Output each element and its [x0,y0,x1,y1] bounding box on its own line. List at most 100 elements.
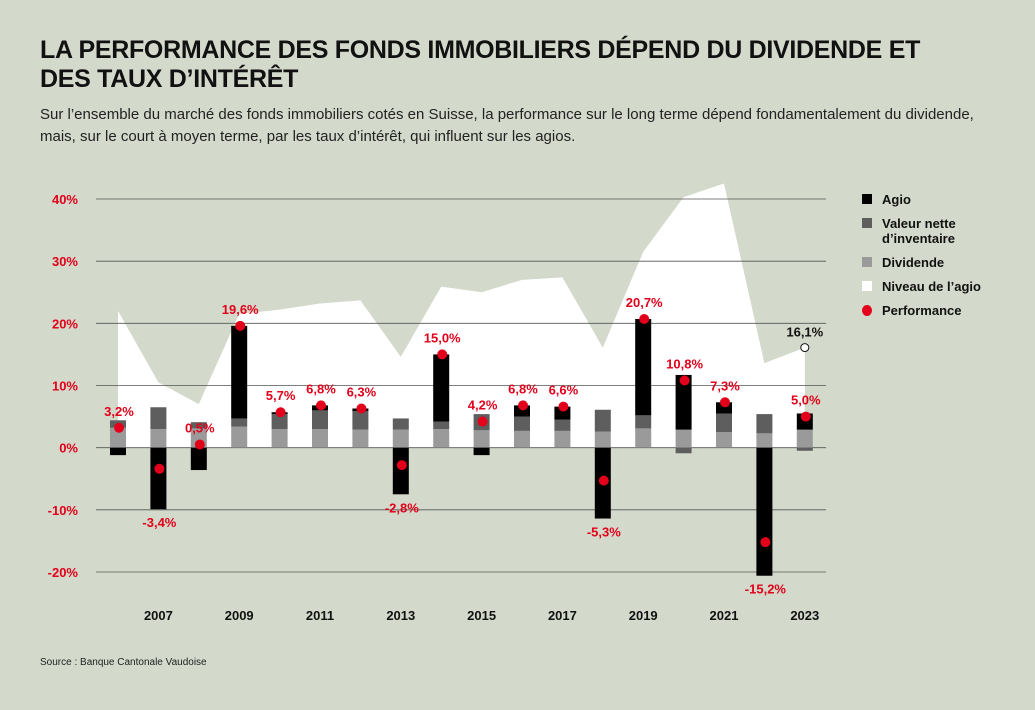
legend-label: Valeur nette d’inventaire [882,216,956,246]
performance-label: 6,8% [306,381,336,396]
legend-item-performance: Performance [862,303,992,318]
performance-label: -2,8% [385,500,419,515]
agio-bar [716,402,732,414]
nav-bar [190,422,207,429]
dividend-bar [392,429,409,448]
performance-label: 6,6% [549,383,579,398]
legend-label: Agio [882,192,911,207]
y-tick-label: -20% [48,565,79,580]
performance-point [316,400,326,411]
performance-label: -5,3% [587,525,621,540]
dividend-bar [150,429,167,448]
performance-point [720,397,730,408]
legend-swatch [862,305,872,316]
x-tick-label: 2013 [386,608,415,623]
x-tick-label: 2021 [710,608,739,623]
dividend-bar [594,431,611,448]
agio-level-area [118,183,805,448]
performance-point [558,401,569,412]
nav-bar [514,416,530,431]
legend-item-dividende: Dividende [862,255,992,270]
performance-point [639,313,650,324]
performance-point [800,411,811,422]
performance-label: 5,0% [791,393,821,408]
performance-label: 19,6% [222,302,259,317]
agio-bar [190,447,207,471]
dividend-bar [635,428,652,448]
x-tick-label: 2011 [306,608,334,623]
dividend-bar [271,429,288,448]
performance-point [518,400,528,411]
agio-bar [150,447,167,510]
dividend-bar [554,430,571,448]
dividend-bar [312,429,328,448]
dividend-bar [756,433,773,448]
agio-bar [675,374,692,430]
performance-point [760,537,771,548]
agio-bar [231,325,248,419]
x-tick-label: 2023 [790,608,819,623]
y-tick-label: 0% [59,441,78,456]
dividend-bar [675,429,692,448]
performance-point [154,463,165,474]
nav-bar [150,407,167,430]
x-tick-label: 2009 [225,608,254,623]
legend-swatch [862,281,872,291]
dividend-bar [110,427,126,448]
nav-bar [271,414,288,430]
nav-bar [675,447,692,454]
legend-swatch [862,257,872,267]
nav-bar [352,410,369,430]
nav-bar [594,409,611,432]
performance-label: 0,5% [185,421,215,436]
nav-bar [433,421,450,430]
legend-item-valeur: Valeur nette d’inventaire [862,216,992,246]
performance-label: 3,2% [104,404,134,419]
legend-label: Performance [882,303,962,318]
dividend-bar [716,432,732,448]
chart-title: LA PERFORMANCE DES FONDS IMMOBILIERS DÉP… [40,36,921,93]
legend-swatch [862,218,872,228]
agio-bar [514,405,530,417]
agio-bar [110,447,126,456]
agio-bar [473,447,490,456]
legend-item-niveau: Niveau de l’agio [862,279,992,294]
y-tick-label: -10% [48,503,79,518]
performance-point [598,475,609,486]
nav-bar [231,418,248,427]
agio-level-marker [800,343,810,353]
performance-label: 7,3% [710,378,740,393]
source-note: Source : Banque Cantonale Vaudoise [40,657,207,668]
x-tick-label: 2017 [548,608,577,623]
nav-bar [716,413,732,433]
performance-label: 15,0% [424,330,461,345]
nav-bar [312,410,328,430]
legend-swatch [862,194,872,204]
performance-point [477,416,488,427]
x-tick-label: 2015 [467,608,496,623]
x-tick-label: 2007 [144,608,173,623]
chart-subtitle: Sur l’ensemble du marché des fonds immob… [40,106,974,145]
performance-label: 10,8% [666,357,703,372]
legend-item-agio: Agio [862,192,992,207]
x-tick-label: 2019 [629,608,658,623]
agio-bar [433,354,450,422]
dividend-bar [473,430,490,448]
performance-point [114,422,124,433]
performance-label: -3,4% [142,515,176,530]
performance-label: 4,2% [468,398,498,413]
performance-label: 5,7% [266,388,296,403]
y-tick-label: 30% [52,254,78,269]
legend-label: Niveau de l’agio [882,279,981,294]
agio-bar [635,318,652,416]
agio-bar [756,447,773,576]
dividend-bar [352,429,369,448]
dividend-bar [433,429,450,448]
performance-label: -15,2% [745,582,787,597]
performance-point [437,349,448,360]
dividend-bar [514,430,530,448]
performance-label: 20,7% [626,295,663,310]
nav-bar [796,447,813,451]
agio-bar [392,447,409,495]
